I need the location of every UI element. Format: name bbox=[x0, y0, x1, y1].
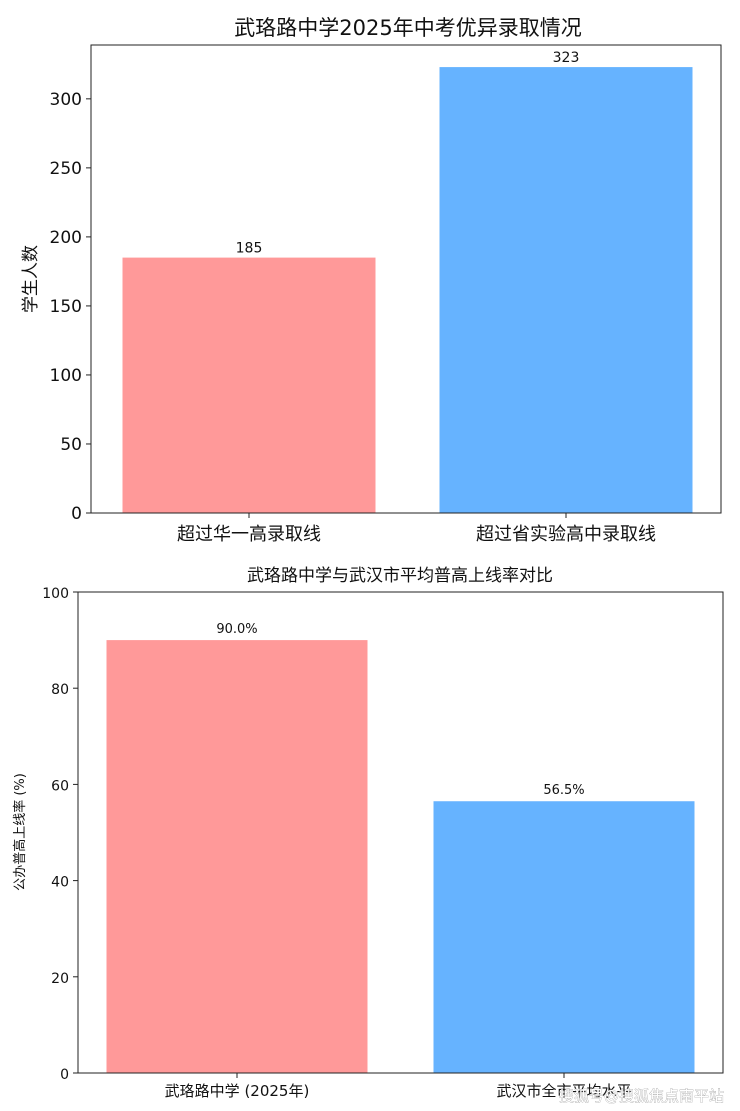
chart2-plot-frame bbox=[77, 591, 724, 1074]
chart2-x-tick-label: 武汉市全市平均水平 bbox=[496, 1082, 631, 1100]
watermark: 搜狐号@搜狐焦点南平站 bbox=[559, 1087, 724, 1105]
chart1-y-tick-label: 150 bbox=[50, 297, 82, 317]
chart1-x-tick-label: 超过华一高录取线 bbox=[177, 524, 321, 545]
chart2-title: 武珞路中学与武汉市平均普高上线率对比 bbox=[247, 566, 553, 586]
chart2-bar bbox=[433, 801, 695, 1073]
chart2-y-tick-label: 100 bbox=[42, 586, 69, 602]
chart1-data-label: 323 bbox=[553, 50, 580, 66]
chart1-y-tick-label: 50 bbox=[60, 435, 82, 455]
chart1-y-tick-label: 100 bbox=[50, 366, 82, 386]
chart1-bar bbox=[122, 257, 376, 513]
chart-enrollment-rate: 武珞路中学与武汉市平均普高上线率对比 公办普高上线率 (%) 90.0% 56.5… bbox=[12, 566, 724, 1100]
chart2-y-tick-label: 60 bbox=[51, 778, 69, 794]
chart2-data-label: 90.0% bbox=[216, 622, 257, 637]
chart1-y-tick-label: 200 bbox=[50, 228, 82, 248]
chart2-y-tick-label: 0 bbox=[60, 1067, 69, 1083]
chart2-data-label: 56.5% bbox=[543, 783, 584, 798]
chart1-y-tick-label: 250 bbox=[50, 159, 82, 179]
chart2-bar bbox=[106, 640, 368, 1073]
chart-student-counts: 武珞路中学2025年中考优异录取情况 学生人数 185 323 0 50 100 150… bbox=[21, 16, 722, 545]
chart2-y-tick-label: 80 bbox=[51, 682, 69, 698]
chart2-y-tick-label: 40 bbox=[51, 875, 69, 891]
chart1-data-label: 185 bbox=[236, 241, 263, 257]
chart1-plot-frame bbox=[90, 44, 722, 514]
chart1-bar bbox=[439, 67, 693, 513]
chart1-y-axis-label: 学生人数 bbox=[21, 245, 41, 313]
chart2-y-tick-label: 20 bbox=[51, 971, 69, 987]
chart1-y-tick-label: 0 bbox=[71, 504, 82, 524]
chart1-title: 武珞路中学2025年中考优异录取情况 bbox=[234, 16, 581, 40]
chart2-x-tick-label: 武珞路中学 (2025年) bbox=[165, 1082, 310, 1100]
chart1-x-tick-label: 超过省实验高中录取线 bbox=[476, 524, 656, 545]
chart2-y-axis-label: 公办普高上线率 (%) bbox=[12, 773, 28, 891]
chart1-y-tick-label: 300 bbox=[50, 90, 82, 110]
